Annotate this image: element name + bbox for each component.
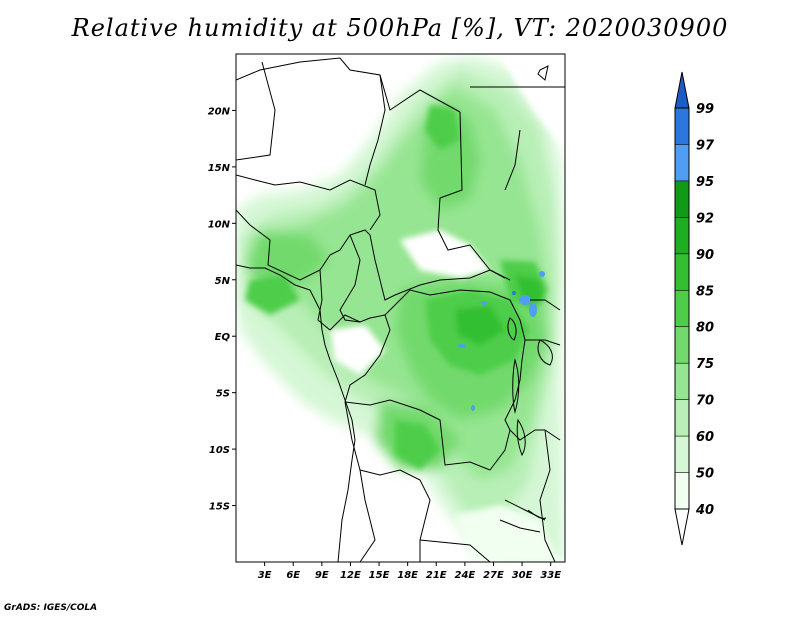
colorbar-segment <box>675 253 689 291</box>
country-borders <box>236 57 565 562</box>
colorbar: 40 50 60 70 75 80 85 90 92 95 97 99 <box>674 71 715 546</box>
lon-tick-label: 15E <box>369 570 390 581</box>
colorbar-label: 75 <box>696 357 714 372</box>
grads-credit: GrADS: IGES/COLA <box>4 603 98 613</box>
lat-tick-label: 10N <box>208 219 231 230</box>
lon-tick-label: 21E <box>426 570 447 581</box>
colorbar-label: 92 <box>696 211 714 226</box>
lat-tick-label: 20N <box>208 106 231 117</box>
colorbar-segment <box>675 180 689 218</box>
lon-tick-label: 6E <box>286 570 300 581</box>
colorbar-label: 85 <box>696 284 714 299</box>
colorbar-segment <box>675 326 689 364</box>
lon-tick-label: 12E <box>340 570 361 581</box>
colorbar-label: 50 <box>696 467 714 482</box>
longitude-axis: 3E 6E 9E 12E 15E 18E 21E 24E 27E 30E 33E <box>258 562 561 581</box>
lat-tick-label: 10S <box>209 445 230 456</box>
lat-tick-label: EQ <box>215 332 231 343</box>
colorbar-segment <box>675 290 689 327</box>
colorbar-segment <box>675 144 689 181</box>
lon-tick-label: 9E <box>315 570 329 581</box>
latitude-axis: 20N 15N 10N 5N EQ 5S 10S 15S <box>208 106 236 513</box>
colorbar-above-triangle <box>674 71 690 109</box>
colorbar-segment <box>675 363 689 400</box>
map-frame <box>235 53 566 563</box>
lon-tick-label: 33E <box>540 570 561 581</box>
lat-tick-label: 5N <box>215 276 231 287</box>
colorbar-segment <box>675 436 689 473</box>
colorbar-label: 80 <box>696 321 714 336</box>
colorbar-label: 97 <box>696 138 715 153</box>
colorbar-below-triangle <box>674 508 690 546</box>
humidity-field <box>236 56 565 562</box>
high-humidity-spots <box>458 271 545 411</box>
colorbar-label: 70 <box>696 394 714 409</box>
lat-tick-label: 5S <box>216 389 230 400</box>
colorbar-segment <box>675 472 689 509</box>
lon-tick-label: 18E <box>397 570 418 581</box>
colorbar-segment <box>675 217 689 254</box>
map-title: Relative humidity at 500hPa [%], VT: 202… <box>71 14 729 42</box>
colorbar-segment <box>675 108 689 145</box>
lon-tick-label: 24E <box>454 570 475 581</box>
colorbar-label: 90 <box>696 248 714 263</box>
colorbar-label: 40 <box>695 503 714 518</box>
colorbar-label: 60 <box>696 430 714 445</box>
lon-tick-label: 27E <box>483 570 504 581</box>
lat-tick-label: 15S <box>209 502 230 513</box>
lon-tick-label: 30E <box>512 570 533 581</box>
colorbar-segment <box>675 399 689 437</box>
lat-tick-label: 15N <box>208 163 231 174</box>
colorbar-label: 95 <box>696 175 714 190</box>
lon-tick-label: 3E <box>258 570 272 581</box>
colorbar-label: 99 <box>696 102 714 117</box>
